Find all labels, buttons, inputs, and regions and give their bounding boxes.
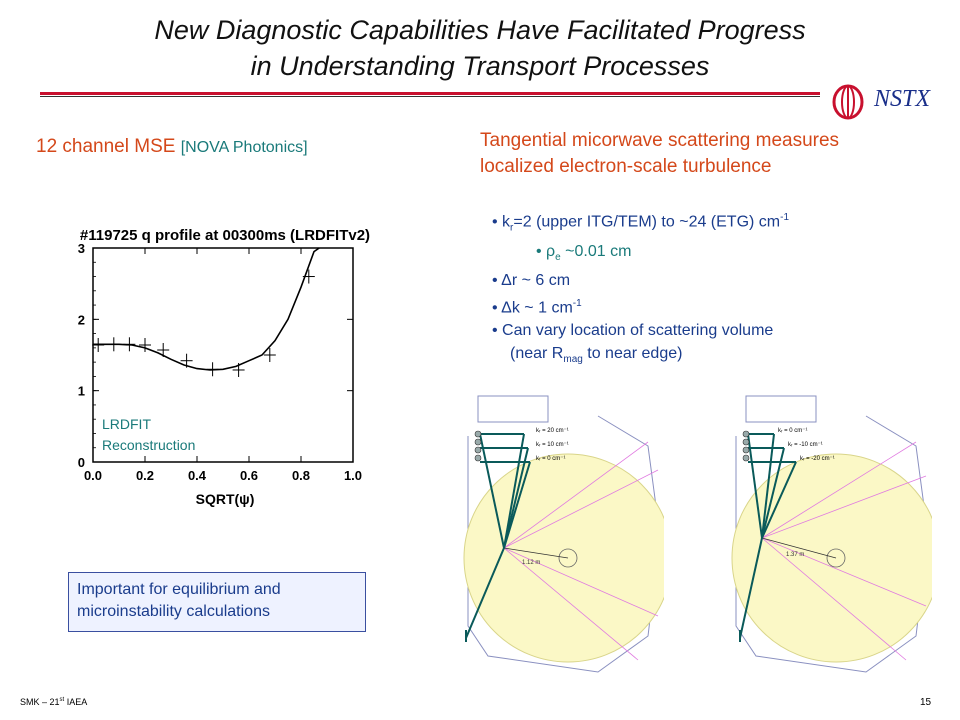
title-rule-red bbox=[40, 92, 820, 95]
x-tick-label: 0.2 bbox=[136, 468, 154, 483]
scattering-heading-line-1: Tangential micorwave scattering measures bbox=[480, 130, 840, 151]
slide-title: New Diagnostic Capabilities Have Facilit… bbox=[40, 12, 920, 84]
mse-data-point bbox=[123, 337, 136, 352]
diagram-1-label-2: kᵣ = 10 cm⁻¹ bbox=[536, 442, 569, 448]
page-number: 15 bbox=[920, 697, 932, 708]
y-tick-label: 0 bbox=[78, 455, 85, 470]
bullet-delta-r: • Δr ~ 6 cm bbox=[492, 271, 571, 289]
mse-data-point bbox=[157, 343, 170, 358]
x-tick-label: 0.4 bbox=[188, 468, 207, 483]
diagram-2-label-2: kᵣ = -10 cm⁻¹ bbox=[788, 442, 823, 448]
chart-frame bbox=[92, 247, 354, 463]
diagram-1-label-3: kᵣ = 0 cm⁻¹ bbox=[536, 456, 565, 462]
mse-data-point bbox=[302, 269, 315, 284]
mse-data-point bbox=[180, 353, 193, 368]
footer-text: SMK – 21st IAEA bbox=[20, 697, 88, 707]
chart-annotation-line-1: LRDFIT bbox=[102, 416, 151, 432]
mse-note-box: Important for equilibrium and microinsta… bbox=[68, 572, 366, 632]
diagram-1-label-1: kᵣ = 20 cm⁻¹ bbox=[536, 428, 569, 434]
title-rule-black bbox=[40, 96, 820, 97]
x-tick-label: 1.0 bbox=[344, 468, 362, 483]
mse-data-point bbox=[107, 337, 120, 352]
title-line-2: in Understanding Transport Processes bbox=[250, 51, 710, 81]
scattering-bullets: • kr=2 (upper ITG/TEM) to ~24 (ETG) cm-1… bbox=[492, 206, 789, 371]
scattering-heading-line-2: localized electron-scale turbulence bbox=[480, 156, 772, 177]
mse-data-point bbox=[206, 362, 219, 377]
diagram-2-label-1: kᵣ = 0 cm⁻¹ bbox=[778, 428, 807, 434]
bullet-delta-k: • Δk ~ 1 cm-1 bbox=[492, 297, 582, 317]
y-tick-label: 2 bbox=[78, 312, 85, 327]
diagram-2-label-3: kᵣ = -20 cm⁻¹ bbox=[800, 456, 835, 462]
mse-note-line-1: Important for equilibrium and bbox=[77, 581, 281, 598]
diagram-1-distance: 1.12 m bbox=[522, 560, 540, 566]
mse-vendor: [NOVA Photonics] bbox=[180, 139, 308, 156]
chart-x-axis-label: SQRT(ψ) bbox=[196, 491, 255, 507]
mse-data-point bbox=[263, 348, 276, 362]
mse-note-line-2: microinstability calculations bbox=[77, 603, 270, 620]
scattering-diagram-1: 1.12 m kᵣ = 20 cm⁻¹ kᵣ = 10 cm⁻¹ kᵣ = 0 … bbox=[463, 395, 664, 673]
scattering-heading: Tangential micorwave scattering measures… bbox=[480, 128, 950, 180]
nstx-logo-text: NSTX bbox=[874, 86, 931, 112]
bullet-vary-location: • Can vary location of scattering volume bbox=[492, 322, 774, 340]
q-profile-curve bbox=[93, 247, 320, 371]
y-tick-label: 1 bbox=[78, 384, 85, 399]
mse-heading-text: 12 channel MSE bbox=[36, 136, 176, 157]
q-profile-chart: #119725 q profile at 00300ms (LRDFITv2) … bbox=[78, 227, 370, 507]
nstx-logo-icon bbox=[832, 84, 864, 120]
title-line-1: New Diagnostic Capabilities Have Facilit… bbox=[154, 15, 806, 45]
mse-data-point bbox=[232, 362, 245, 377]
diagram-2-distance: 1.37 m bbox=[786, 552, 804, 558]
x-tick-label: 0.8 bbox=[292, 468, 310, 483]
x-tick-label: 0.0 bbox=[84, 468, 102, 483]
y-tick-label: 3 bbox=[78, 241, 85, 256]
plasma-region bbox=[731, 453, 932, 663]
mse-heading: 12 channel MSE [NOVA Photonics] bbox=[36, 136, 308, 158]
scattering-diagram-2: 1.37 m kᵣ = 0 cm⁻¹ kᵣ = -10 cm⁻¹ kᵣ = -2… bbox=[731, 395, 932, 673]
bullet-kr-range: • kr=2 (upper ITG/TEM) to ~24 (ETG) cm-1 bbox=[492, 212, 790, 234]
chart-annotation-line-2: Reconstruction bbox=[102, 437, 195, 453]
mse-data-point bbox=[139, 338, 151, 353]
chart-title: #119725 q profile at 00300ms (LRDFITv2) bbox=[80, 227, 370, 244]
bullet-rho-e: • ρe ~0.01 cm bbox=[536, 242, 632, 263]
mse-data-point bbox=[92, 338, 105, 353]
plasma-region bbox=[463, 453, 664, 663]
x-tick-label: 0.6 bbox=[240, 468, 258, 483]
bullet-rmag-edge: (near Rmag to near edge) bbox=[510, 345, 683, 366]
